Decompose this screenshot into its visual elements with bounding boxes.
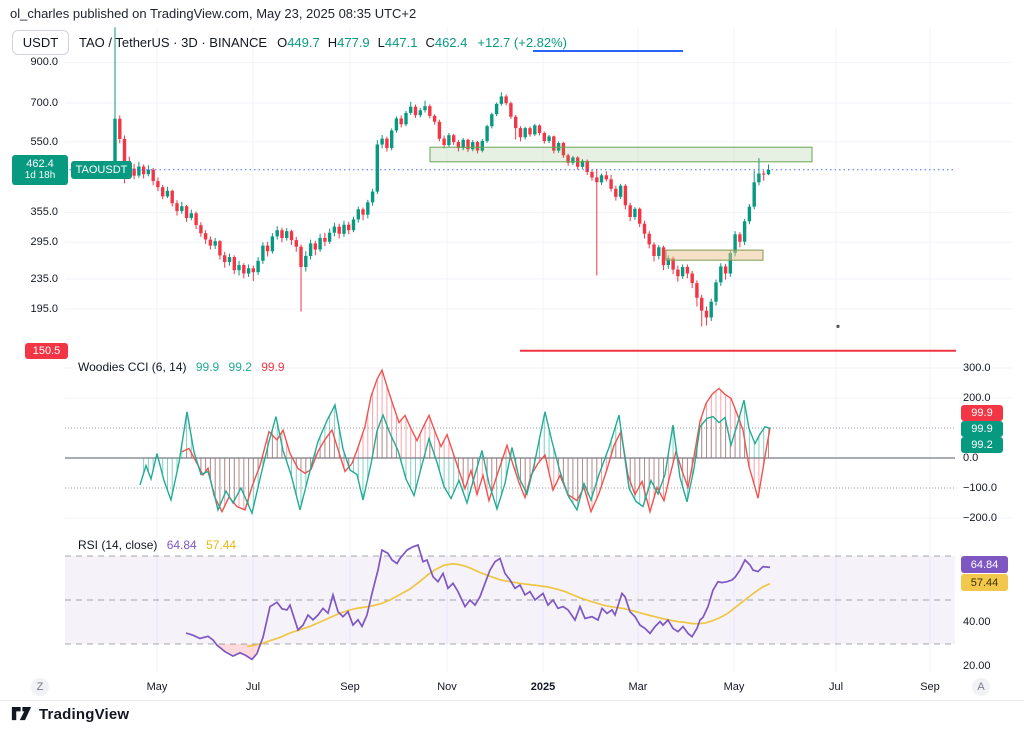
rsi-badge: 64.84	[961, 556, 1008, 573]
close-value: 462.4	[434, 35, 468, 50]
cci-teal-badge-2: 99.2	[961, 437, 1003, 453]
price-axis-label: 550.0	[30, 136, 58, 148]
cci-axis-label: −200.0	[963, 512, 997, 524]
adjust-button[interactable]: A	[972, 678, 990, 696]
rsi-ma-value: 57.44	[206, 538, 237, 552]
tradingview-brand-text: TradingView	[39, 705, 130, 723]
time-axis-label: Jul	[828, 681, 844, 693]
high-value: 477.9	[337, 35, 370, 50]
rsi-value: 64.84	[166, 538, 197, 552]
cci-value-3: 99.9	[261, 360, 285, 374]
time-axis-label: Sep	[340, 681, 360, 693]
open-value: 449.7	[287, 35, 320, 50]
time-axis-label: Jul	[245, 681, 261, 693]
time-axis-label: 2025	[530, 681, 556, 693]
cci-axis-label: −100.0	[963, 482, 997, 494]
ohlc-values: O449.7 H477.9 L447.1 C462.4	[277, 35, 467, 50]
time-axis-label: May	[146, 681, 168, 693]
symbol-title[interactable]: TAO / TetherUS · 3D · BINANCE	[79, 35, 268, 50]
currency-toggle-button[interactable]: USDT	[12, 30, 69, 55]
change-value: +12.7 (+2.82%)	[477, 35, 568, 50]
timezone-button[interactable]: Z	[31, 678, 49, 696]
price-axis-label: 900.0	[30, 56, 58, 68]
tradingview-logo-icon	[11, 707, 32, 721]
high-label: H	[327, 35, 338, 50]
rsi-title-text: RSI (14, close)	[78, 538, 158, 552]
current-price: 462.4	[26, 158, 54, 170]
price-axis-label: 700.0	[30, 97, 58, 109]
rsi-axis-label: 40.00	[963, 616, 991, 628]
cci-axis-label: 200.0	[963, 392, 991, 404]
rsi-axis-label: 20.00	[963, 660, 991, 672]
cci-value-2: 99.2	[228, 360, 252, 374]
cci-value-1: 99.9	[195, 360, 220, 374]
cci-axis-label: 300.0	[963, 362, 991, 374]
time-axis-label: Nov	[437, 681, 457, 693]
open-label: O	[277, 35, 288, 50]
cci-title-text: Woodies CCI (6, 14)	[78, 360, 187, 374]
time-axis-label: Sep	[920, 681, 940, 693]
low-label: L	[377, 35, 385, 50]
price-axis-label: 235.0	[30, 273, 58, 285]
symbol-toolbar: USDT TAO / TetherUS · 3D · BINANCE O449.…	[12, 30, 567, 55]
time-axis-label: Mar	[628, 681, 648, 693]
price-axis-label: 195.0	[30, 303, 58, 315]
cci-pane-title[interactable]: Woodies CCI (6, 14) 99.9 99.2 99.9	[78, 360, 285, 374]
tradingview-logo[interactable]: TradingView	[11, 704, 129, 724]
red-level-badge: 150.5	[25, 343, 68, 359]
cci-red-badge: 99.9	[961, 405, 1003, 421]
symbol-flag-badge[interactable]: TAOUSDT	[71, 161, 132, 179]
footer-divider	[0, 700, 1024, 701]
close-label: C	[425, 35, 435, 50]
bar-countdown: 1d 18h	[24, 170, 56, 181]
cci-teal-badge-1: 99.9	[961, 421, 1003, 437]
price-axis-label: 295.0	[30, 236, 58, 248]
price-axis-label: 355.0	[30, 206, 58, 218]
rsi-pane-title[interactable]: RSI (14, close) 64.84 57.44	[78, 538, 236, 552]
rsi-ma-badge: 57.44	[961, 574, 1008, 591]
cci-axis-label: 0.0	[963, 452, 979, 464]
low-value: 447.1	[384, 35, 418, 50]
time-axis-label: May	[723, 681, 745, 693]
current-price-badge: 462.4 1d 18h	[12, 155, 68, 185]
published-info: ol_charles published on TradingView.com,…	[10, 6, 417, 21]
